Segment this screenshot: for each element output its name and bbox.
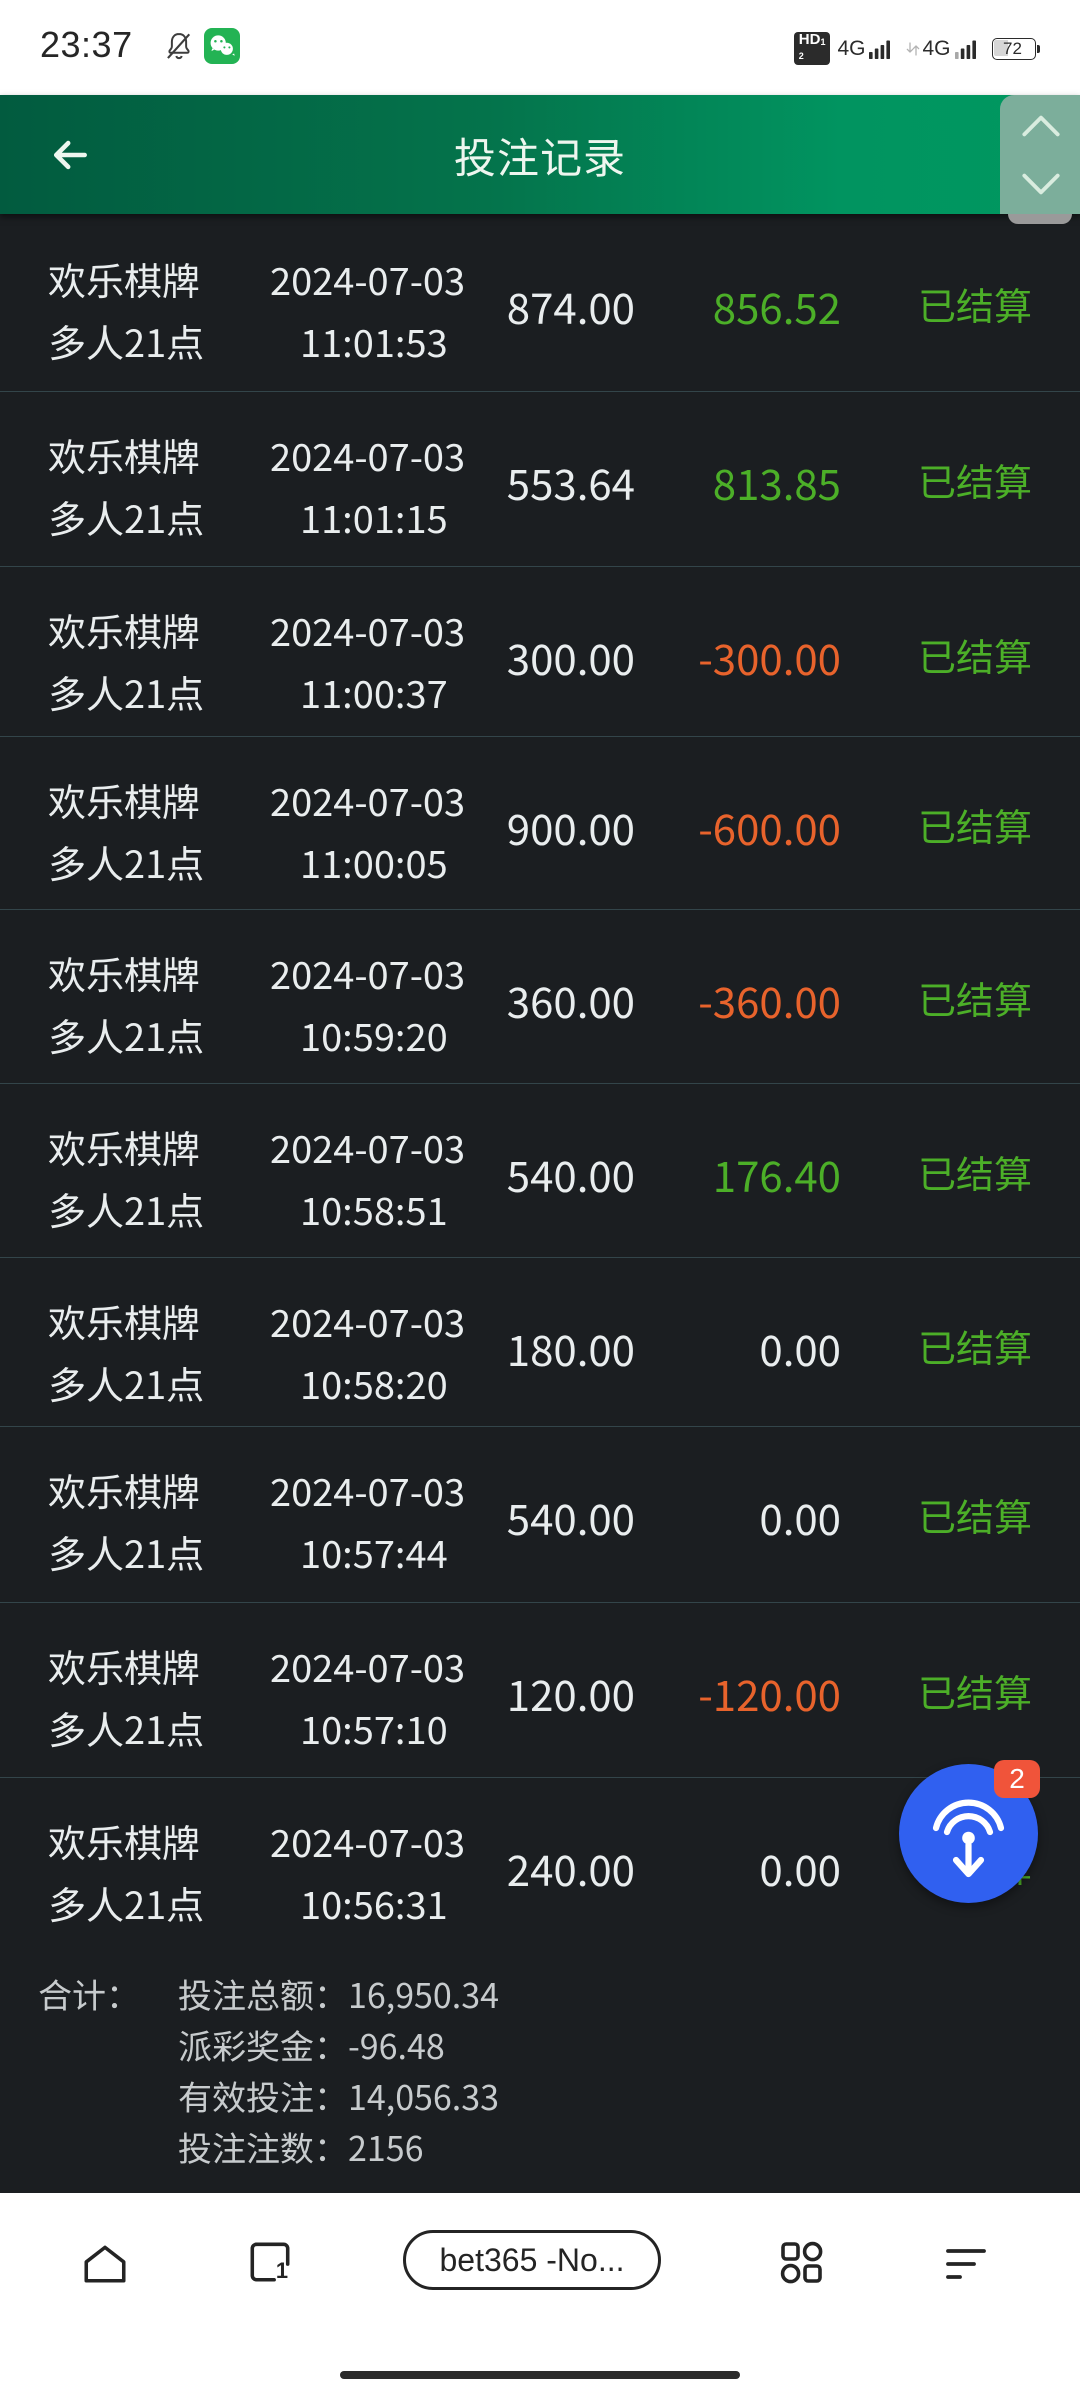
svg-text:1: 1 [276, 2258, 288, 2283]
